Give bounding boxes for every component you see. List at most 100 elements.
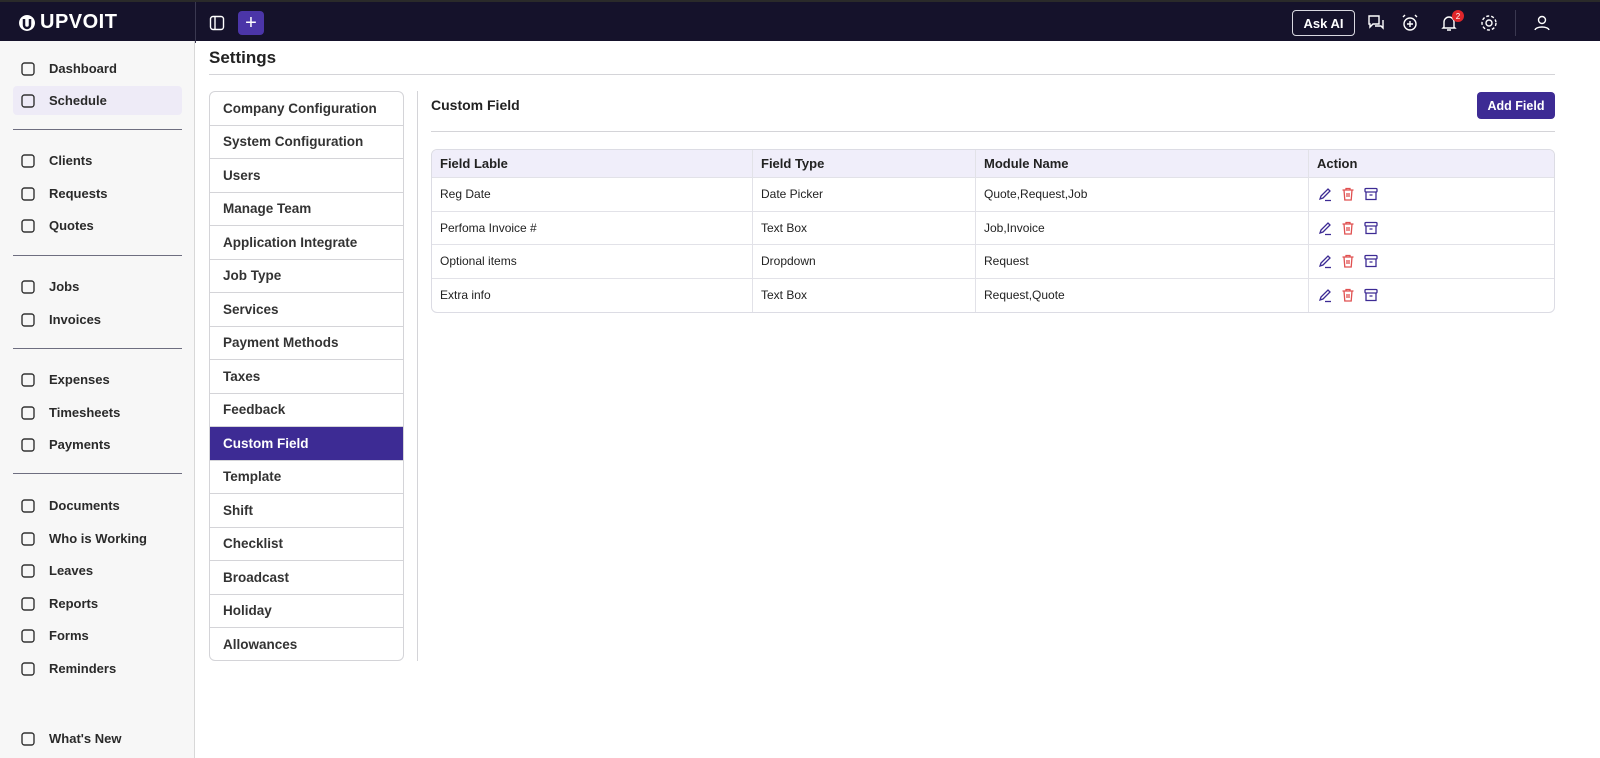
form-icon xyxy=(21,628,35,643)
sidebar-item-quotes[interactable]: Quotes xyxy=(13,211,182,240)
sidebar-item-label: Requests xyxy=(49,186,108,201)
settings-menu-item[interactable]: System Configuration xyxy=(210,126,403,159)
table-row: Extra info Text Box Request,Quote xyxy=(432,278,1554,313)
sidebar-item-who-is-working[interactable]: Who is Working xyxy=(13,524,182,553)
sidebar-item-label: Reports xyxy=(49,596,99,611)
archive-icon[interactable] xyxy=(1363,253,1379,269)
column-header: Field Type xyxy=(753,150,976,177)
sidebar-item-payments[interactable]: Payments xyxy=(13,430,182,459)
archive-icon[interactable] xyxy=(1363,287,1379,303)
table-row: Reg Date Date Picker Quote,Request,Job xyxy=(432,178,1554,212)
edit-icon[interactable] xyxy=(1317,287,1333,303)
delete-icon[interactable] xyxy=(1340,220,1356,236)
sidebar-item-dashboard[interactable]: Dashboard xyxy=(13,54,182,83)
table-header: Field Lable Field Type Module Name Actio… xyxy=(432,150,1554,178)
user-profile-icon[interactable] xyxy=(1532,13,1552,33)
sidebar-item-jobs[interactable]: Jobs xyxy=(13,272,182,301)
dashboard-icon xyxy=(21,61,35,76)
leave-icon xyxy=(21,563,35,578)
table-cell: Text Box xyxy=(753,211,976,244)
logo-icon xyxy=(19,14,36,31)
table-cell: Perfoma Invoice # xyxy=(432,211,753,244)
sidebar-item-forms[interactable]: Forms xyxy=(13,621,182,650)
table-row: Perfoma Invoice # Text Box Job,Invoice xyxy=(432,211,1554,245)
sidebar-item-clients[interactable]: Clients xyxy=(13,146,182,175)
settings-menu-item[interactable]: Shift xyxy=(210,494,403,528)
table-cell: Date Picker xyxy=(753,178,976,211)
delete-icon[interactable] xyxy=(1340,186,1356,202)
sidebar-item-label: What's New xyxy=(49,731,122,746)
alarm-icon xyxy=(21,661,35,676)
row-actions xyxy=(1309,279,1554,313)
table-cell: Text Box xyxy=(753,278,976,312)
card-icon xyxy=(21,437,35,452)
delete-icon[interactable] xyxy=(1340,253,1356,269)
table-cell: Request,Quote xyxy=(976,278,1309,312)
sidebar-item-what-s-new[interactable]: What's New xyxy=(13,724,182,753)
archive-icon[interactable] xyxy=(1363,220,1379,236)
sidebar-item-schedule[interactable]: Schedule xyxy=(13,86,182,115)
logo[interactable]: UPVOIT xyxy=(18,11,117,34)
hourglass-icon xyxy=(21,405,35,420)
settings-menu-item[interactable]: Custom Field xyxy=(210,427,403,461)
table-cell: Quote,Request,Job xyxy=(976,178,1309,211)
sidebar-item-requests[interactable]: Requests xyxy=(13,179,182,208)
calendar-icon xyxy=(21,93,35,108)
edit-icon[interactable] xyxy=(1317,186,1333,202)
settings-menu-item[interactable]: Holiday xyxy=(210,595,403,628)
settings-menu-item[interactable]: Template xyxy=(210,461,403,494)
row-actions xyxy=(1309,245,1554,278)
settings-menu-item[interactable]: Application Integrate xyxy=(210,226,403,260)
users-icon xyxy=(21,153,35,168)
row-actions xyxy=(1309,178,1554,211)
settings-menu-item[interactable]: Broadcast xyxy=(210,561,403,595)
chat-icon[interactable] xyxy=(1366,13,1386,33)
sidebar-item-leaves[interactable]: Leaves xyxy=(13,556,182,585)
sidebar-item-expenses[interactable]: Expenses xyxy=(13,365,182,394)
table-cell: Extra info xyxy=(432,278,753,312)
settings-menu-item[interactable]: Services xyxy=(210,293,403,327)
quote-icon xyxy=(21,218,35,233)
notification-badge: 2 xyxy=(1452,10,1464,22)
tools-icon xyxy=(21,279,35,294)
settings-menu-item[interactable]: Manage Team xyxy=(210,193,403,226)
document-icon xyxy=(21,498,35,513)
sidebar-item-invoices[interactable]: Invoices xyxy=(13,305,182,334)
sidebar-divider xyxy=(13,473,182,474)
edit-icon[interactable] xyxy=(1317,220,1333,236)
sidebar-item-label: Schedule xyxy=(49,93,107,108)
settings-menu-item[interactable]: Taxes xyxy=(210,360,403,394)
settings-menu-item[interactable]: Payment Methods xyxy=(210,327,403,360)
settings-gear-icon[interactable] xyxy=(1479,13,1499,33)
sidebar-item-documents[interactable]: Documents xyxy=(13,491,182,520)
alarm-add-icon[interactable] xyxy=(1400,13,1420,33)
sidebar-item-timesheets[interactable]: Timesheets xyxy=(13,398,182,427)
request-icon xyxy=(21,186,35,201)
delete-icon[interactable] xyxy=(1340,287,1356,303)
settings-menu-item[interactable]: Feedback xyxy=(210,394,403,427)
sidebar-item-label: Reminders xyxy=(49,661,117,676)
sidebar-item-label: Payments xyxy=(49,437,111,452)
settings-menu-item[interactable]: Checklist xyxy=(210,528,403,561)
notification-bell-icon[interactable] xyxy=(1439,13,1459,33)
sidebar-item-reminders[interactable]: Reminders xyxy=(13,654,182,683)
sidebar-item-label: Expenses xyxy=(49,372,110,387)
settings-menu-item[interactable]: Allowances xyxy=(223,637,298,653)
settings-menu-item[interactable]: Company Configuration xyxy=(210,92,403,126)
archive-icon[interactable] xyxy=(1363,186,1379,202)
table-cell: Optional items xyxy=(432,245,753,278)
sidebar-item-label: Dashboard xyxy=(49,61,117,76)
column-header: Module Name xyxy=(976,150,1309,177)
top-bar: UPVOIT + Ask AI 2 xyxy=(0,0,1600,43)
sidebar-toggle-button[interactable] xyxy=(204,11,230,35)
row-actions xyxy=(1309,212,1554,245)
ask-ai-button[interactable]: Ask AI xyxy=(1292,10,1355,36)
custom-field-table: Field Lable Field Type Module Name Actio… xyxy=(431,149,1555,313)
sidebar-item-label: Timesheets xyxy=(49,405,121,420)
settings-menu-item[interactable]: Job Type xyxy=(210,260,403,293)
add-field-button[interactable]: Add Field xyxy=(1477,92,1555,119)
settings-menu-item[interactable]: Users xyxy=(210,159,403,193)
sidebar-item-reports[interactable]: Reports xyxy=(13,589,182,618)
edit-icon[interactable] xyxy=(1317,253,1333,269)
add-new-button[interactable]: + xyxy=(238,11,264,35)
